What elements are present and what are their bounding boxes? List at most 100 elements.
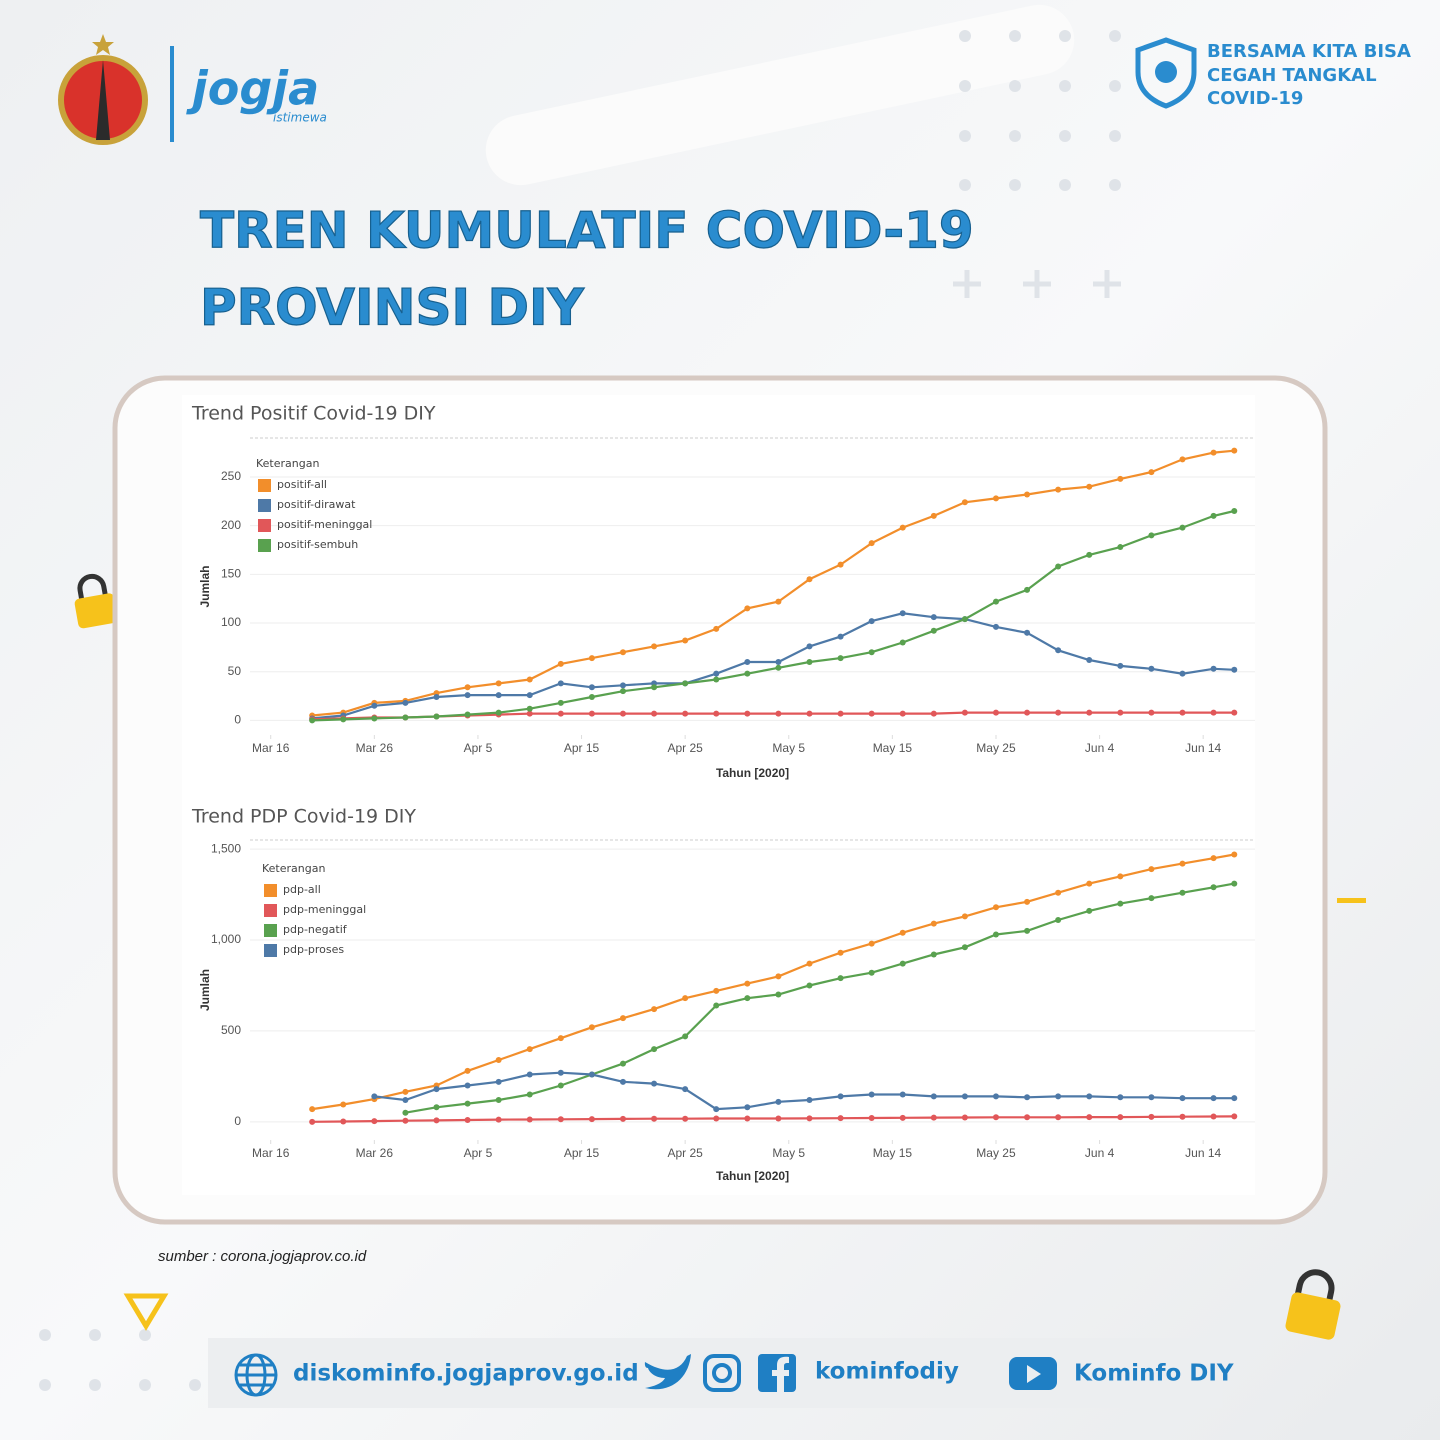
data-point [899,710,906,717]
data-point [1117,662,1124,669]
data-point [682,637,689,644]
padlock [74,573,118,629]
data-point [433,713,440,720]
data-point [1055,563,1062,570]
instagram-icon [703,1354,741,1392]
dot-grid [39,30,1121,1391]
data-point [1055,1093,1062,1100]
x-tick-label: Apr 25 [667,1146,703,1160]
data-point [1210,855,1217,862]
data-point [930,627,937,634]
data-point [433,1104,440,1111]
data-point [1210,1095,1217,1102]
data-point [961,913,968,920]
data-point [651,684,658,691]
data-point [961,1114,968,1121]
legend-swatch [264,944,277,957]
data-point [1148,895,1155,902]
data-point [992,1093,999,1100]
data-point [775,710,782,717]
data-point [526,692,533,699]
data-point [495,680,502,687]
data-point [868,710,875,717]
legend-entry: pdp-proses [283,943,344,956]
data-point [1231,709,1238,716]
data-point [713,1106,720,1113]
data-point [1086,551,1093,558]
data-point [495,1097,502,1103]
data-point [868,1115,875,1121]
x-tick-label: Jun 4 [1085,741,1115,755]
data-point [1086,709,1093,716]
instagram-lens [712,1363,732,1383]
data-point [992,623,999,630]
data-point [1148,469,1155,476]
data-point [744,1115,751,1122]
data-point [837,561,844,568]
data-point [682,680,689,687]
data-point [837,655,844,662]
data-point [495,1057,502,1063]
data-point [899,960,906,967]
data-point [961,1093,968,1100]
data-point [309,1118,316,1125]
data-point [1210,1113,1217,1120]
legend-entry: positif-dirawat [277,498,356,511]
data-point [744,995,751,1002]
x-tick-label: May 25 [976,1146,1016,1160]
data-point [775,973,782,980]
x-axis-label: Tahun [2020] [716,1169,789,1183]
data-point [402,1117,409,1124]
twitter-icon [644,1354,691,1390]
data-point [495,709,502,716]
legend-entry: pdp-all [283,883,321,896]
badge-line: BERSAMA KITA BISA [1207,41,1411,62]
data-point [464,1100,471,1107]
data-point [868,969,875,976]
footer-website: diskominfo.jogjaprov.go.id [293,1361,639,1387]
data-point [837,1115,844,1122]
data-point [1055,709,1062,716]
data-point [651,1046,658,1053]
data-point [1086,880,1093,887]
logo-subtext: istimewa [273,111,327,125]
data-point [402,1097,409,1103]
data-point [744,658,751,665]
shield-check [1155,61,1177,83]
data-point [992,495,999,502]
data-point [1231,851,1238,858]
data-point [495,1078,502,1085]
x-tick-label: Mar 16 [252,1146,290,1160]
data-point [371,1118,378,1125]
data-point [1024,629,1031,636]
data-point [1117,475,1124,482]
data-point [992,931,999,938]
data-point [837,710,844,717]
data-point [806,960,813,967]
data-point [619,649,626,656]
y-tick-label: 200 [221,518,241,532]
legend-entry: positif-sembuh [277,538,358,551]
data-point [961,709,968,716]
x-tick-label: Jun 14 [1185,741,1221,755]
data-point [899,524,906,531]
legend-swatch [264,904,277,917]
data-point [806,1115,813,1122]
charts: Trend Positif Covid-19 DIY 0 50 100 150 200 25… [191,403,1255,1183]
data-point [495,1116,502,1123]
x-tick-label: May 15 [873,1146,913,1160]
x-tick-label: May 5 [772,1146,805,1160]
shield-icon [1135,37,1197,109]
source-note: sumber : corona.jogjaprov.co.id [158,1248,367,1265]
y-tick-label: 500 [221,1023,241,1037]
data-point [526,1116,533,1123]
padlock [1285,1269,1341,1340]
data-point [775,1115,782,1122]
data-point [1179,1095,1186,1102]
data-point [1210,665,1217,672]
data-point [1086,483,1093,490]
y-tick-label: 250 [221,469,241,483]
data-point [930,1093,937,1100]
data-point [868,618,875,625]
